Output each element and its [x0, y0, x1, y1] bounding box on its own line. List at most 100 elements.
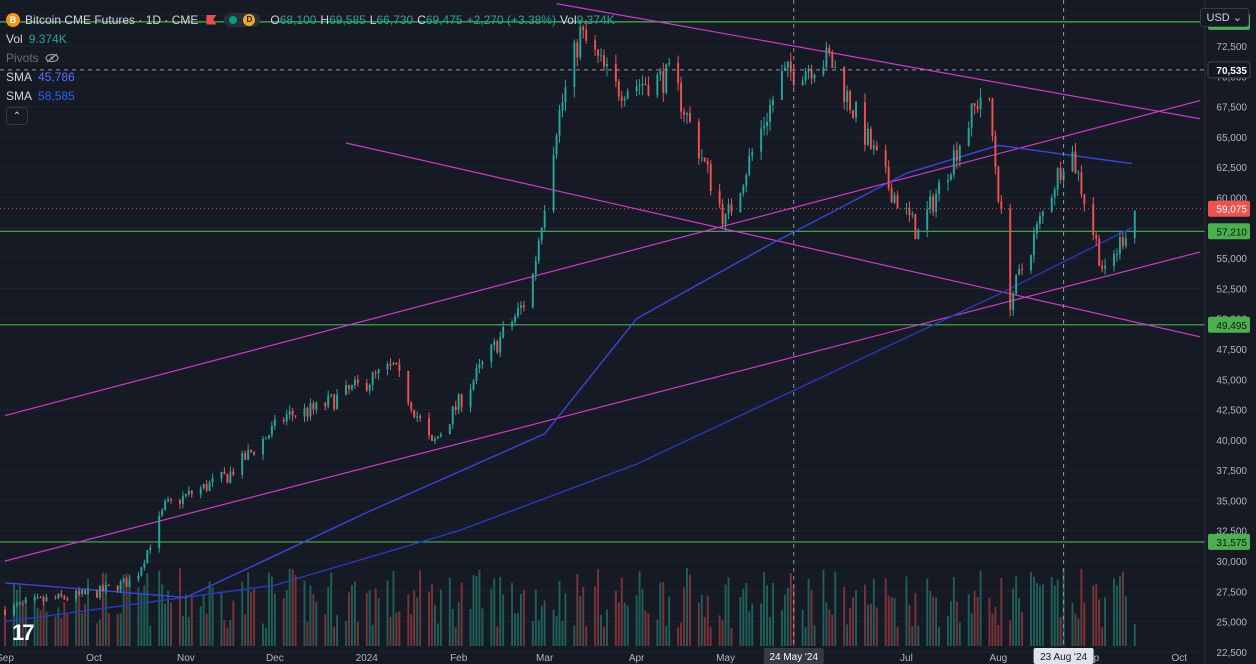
- volume-bar: [514, 613, 516, 646]
- last-price-badge: [1208, 200, 1250, 217]
- volume-bar: [1074, 613, 1077, 646]
- volume-bar: [1080, 568, 1083, 646]
- volume-bar: [389, 616, 392, 646]
- candle-body: [786, 61, 789, 68]
- candle-body: [970, 103, 973, 128]
- y-tick-label: 67,500: [1216, 103, 1247, 114]
- candle-body: [1018, 269, 1021, 275]
- sma2-indicator-row[interactable]: SMA 58,585: [6, 86, 615, 105]
- symbol-title[interactable]: Bitcoin CME Futures · 1D · CME: [25, 12, 199, 27]
- candle-body: [1030, 255, 1032, 271]
- volume-bar: [935, 597, 938, 646]
- candle-body: [638, 85, 641, 87]
- volume-bar: [223, 619, 226, 646]
- volume-bar: [872, 579, 875, 646]
- volume-bar: [107, 613, 110, 646]
- sma1-indicator-row[interactable]: SMA 45,786: [6, 67, 615, 86]
- volume-bar: [1038, 585, 1041, 646]
- candle-body: [87, 591, 89, 594]
- market-status-pill[interactable]: D: [224, 12, 261, 27]
- candlesticks[interactable]: [4, 19, 1136, 617]
- flag-icon[interactable]: [206, 14, 217, 25]
- candle-body: [543, 210, 546, 228]
- candle-body: [469, 389, 472, 408]
- volume-bar: [929, 590, 932, 646]
- volume-bar: [543, 600, 546, 646]
- y-tick-label: 22,500: [1216, 648, 1247, 659]
- candle-body: [395, 362, 398, 365]
- volume-bar: [478, 569, 481, 646]
- volume-bar: [416, 597, 419, 646]
- volume-bar: [997, 625, 1000, 646]
- volume-bar: [178, 568, 181, 646]
- candle-body: [772, 99, 774, 106]
- trend-lines[interactable]: [4, 3, 1201, 562]
- vol-indicator-row[interactable]: Vol 9.374K: [6, 29, 615, 48]
- sma-slow-line: [4, 227, 1133, 623]
- volume-bar: [1095, 584, 1098, 646]
- pivots-indicator-row[interactable]: Pivots: [6, 48, 615, 67]
- candle-body: [392, 362, 395, 365]
- candle-body: [789, 61, 792, 72]
- last-price-label: 59,075: [1216, 205, 1247, 216]
- candle-body: [739, 193, 742, 213]
- volume-bar: [1124, 596, 1127, 646]
- volume-bar: [398, 611, 401, 646]
- volume-bar: [472, 575, 475, 646]
- horizontal-levels[interactable]: [0, 21, 1205, 543]
- volume-bar: [282, 598, 285, 646]
- volume-bar: [348, 592, 350, 646]
- candle-body: [929, 196, 932, 210]
- crosshair-date-label: 24 May '24: [769, 652, 818, 663]
- vol-indicator-label: Vol: [6, 31, 23, 46]
- volume-bar: [540, 605, 543, 646]
- candle-body: [161, 509, 164, 516]
- hidden-eye-icon[interactable]: [45, 53, 59, 63]
- candle-body: [353, 379, 356, 386]
- x-tick-label: Dec: [266, 653, 284, 664]
- candle-body: [407, 370, 410, 403]
- candle-body: [413, 410, 416, 418]
- candle-body: [324, 402, 327, 407]
- crosshair-date-badge: [1033, 648, 1094, 664]
- candle-body: [1009, 208, 1012, 310]
- candle-body: [594, 40, 597, 50]
- candle-body: [686, 113, 688, 115]
- volume-bar: [680, 622, 683, 646]
- collapse-legend-button[interactable]: ⌃: [6, 107, 28, 125]
- candle-body: [988, 97, 991, 99]
- candle-body: [125, 578, 128, 587]
- volume-bar: [262, 623, 264, 646]
- volume-bar: [374, 588, 377, 646]
- x-tick-label: Nov: [177, 653, 195, 664]
- candle-body: [250, 449, 253, 452]
- volume-bar: [979, 570, 982, 646]
- volume-bar: [994, 606, 997, 646]
- candle-body: [107, 585, 110, 587]
- candle-body: [540, 227, 543, 241]
- volume-bar: [104, 573, 107, 646]
- currency-selector[interactable]: USD ⌄: [1199, 8, 1249, 27]
- pivots-label: Pivots: [6, 50, 39, 65]
- volume-bar: [988, 597, 991, 646]
- trend-line: [4, 251, 1201, 562]
- y-tick-label: 72,500: [1216, 42, 1247, 53]
- candle-body: [863, 102, 866, 145]
- y-tick-label: 60,000: [1216, 194, 1247, 205]
- candle-body: [1032, 233, 1035, 256]
- open-label: O: [270, 12, 280, 27]
- volume-bar: [852, 597, 855, 646]
- volume-bar: [1062, 568, 1065, 646]
- candle-body: [727, 204, 730, 214]
- candle-body: [1098, 238, 1101, 266]
- volume-bar: [620, 577, 623, 646]
- candle-body: [677, 62, 680, 83]
- volume-bar: [333, 626, 336, 646]
- volume-bar: [727, 577, 730, 646]
- candle-body: [952, 150, 955, 175]
- volume-bar: [866, 604, 869, 646]
- candle-body: [668, 62, 671, 65]
- volume-bar: [721, 620, 724, 646]
- candle-body: [644, 83, 647, 85]
